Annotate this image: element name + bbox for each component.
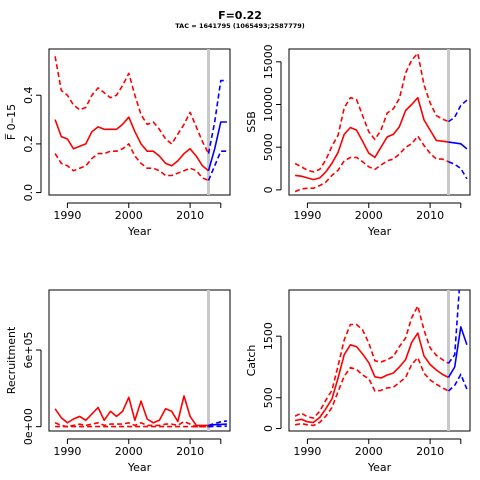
y-axis-label: F̅ 0–15 [5,104,18,140]
y-tick-label: 0 [262,425,275,432]
x-axis-label: Year [367,225,392,238]
series-group [294,290,468,431]
series-line-upper [294,52,449,173]
x-tick-label: 2010 [416,445,444,458]
y-tick-label: 5000 [262,133,275,161]
series-group [54,49,227,195]
series-line-forecast-lower [448,160,468,180]
series-line-forecast-upper [208,420,228,427]
y-tick-label: 10000 [262,87,275,122]
x-axis-label: Year [127,461,152,474]
series-line-estimate [54,395,209,427]
panel-catch: 1990 2000 2010 Year 0 500 1500 Catch [245,289,471,474]
series-line-forecast-upper [207,79,227,154]
series-line-forecast [207,121,227,171]
y-tick-label: 1500 [262,322,275,350]
series-line-upper [54,56,210,154]
series-line-lower [54,143,209,182]
series-line-lower [54,420,209,428]
y-tick-label: 15000 [262,44,275,79]
x-tick-label: 2010 [176,445,204,458]
series-line-forecast [447,326,468,378]
series-line-lower [294,135,449,193]
x-tick-label: 2010 [416,209,444,222]
panel-recruitment: 1990 2000 2010 Year 0e+00 6e+05 Recruitment [5,289,231,474]
plot-frame [48,48,231,196]
series-line-forecast-lower [208,425,227,428]
x-tick-label: 1990 [53,445,81,458]
series-line-forecast-lower [447,373,468,392]
x-tick-label: 1990 [293,445,321,458]
series-line-estimate [294,96,449,181]
series-group [294,49,468,195]
series-line-forecast [448,141,468,150]
series-line-lower [294,356,449,427]
y-tick-label: 0.0 [22,184,35,202]
series-line-estimate [294,332,449,424]
x-tick-label: 2000 [115,445,143,458]
x-tick-label: 2000 [355,445,383,458]
x-tick-label: 2010 [176,209,204,222]
panel-ssb: 1990 2000 2010 Year 0 5000 10000 15000 SSB [245,44,471,238]
figure-header: F=0.22 TAC = 1641795 (1065493;2587779) [0,0,480,31]
y-tick-label: 500 [262,387,275,408]
plot-frame [48,289,231,432]
panel-f-mean: 1990 2000 2010 Year 0.0 0.2 0.4 F̅ 0–15 [5,48,231,238]
x-axis-label: Year [127,225,152,238]
figure-title: F=0.22 [218,9,262,22]
y-tick-label: 0 [262,186,275,193]
series-line-forecast-lower [207,150,227,181]
series-group [54,290,228,431]
y-tick-label: 0.4 [22,86,35,104]
plot-frame [288,48,471,196]
y-tick-label: 0e+00 [22,408,35,445]
y-axis-label: Recruitment [5,326,18,394]
y-axis-label: Catch [245,345,258,377]
series-line-upper [294,305,449,419]
y-tick-label: 6e+05 [22,332,35,369]
x-tick-label: 2000 [115,209,143,222]
y-tick-label: 0.2 [22,135,35,153]
x-tick-label: 1990 [293,209,321,222]
figure-subtitle: TAC = 1641795 (1065493;2587779) [175,22,305,30]
y-axis-label: SSB [245,111,258,133]
x-tick-label: 2000 [355,209,383,222]
x-axis-label: Year [367,461,392,474]
plot-frame [288,289,471,432]
series-line-estimate [54,116,210,172]
x-tick-label: 1990 [53,209,81,222]
series-line-forecast-upper [448,99,468,123]
